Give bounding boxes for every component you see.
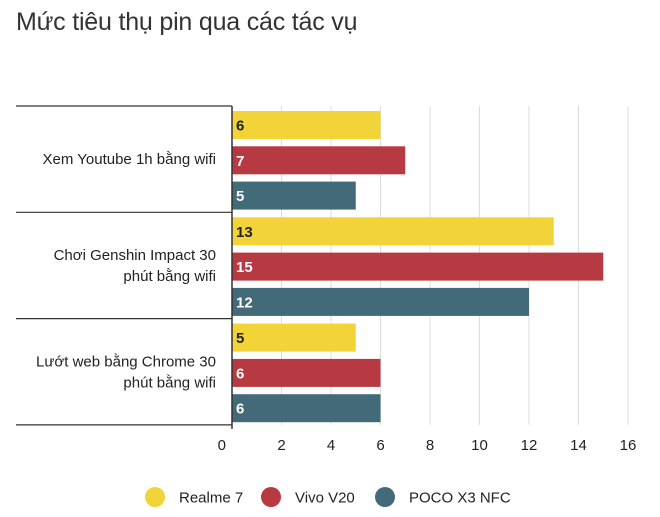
category-label: Chơi Genshin Impact 30 phút bằng wifi — [54, 247, 216, 285]
legend-swatch — [375, 487, 395, 507]
legend: Realme 7 Vivo V20 POCO X3 NFC — [145, 487, 511, 507]
bar — [232, 323, 356, 352]
category-labels: Xem Youtube 1h bằng wifi Chơi Genshin Imp… — [36, 151, 216, 391]
x-tick-labels: 0 2 4 6 8 10 12 14 16 — [218, 437, 637, 454]
data-label: 13 — [236, 224, 253, 241]
bar — [232, 217, 554, 246]
data-label: 5 — [236, 188, 244, 205]
data-label: 5 — [236, 330, 244, 347]
data-label: 6 — [236, 365, 244, 382]
legend-label: Realme 7 — [179, 490, 243, 507]
data-label: 6 — [236, 118, 244, 135]
category-label: Xem Youtube 1h bằng wifi — [43, 151, 216, 168]
data-label: 7 — [236, 153, 244, 170]
x-tick-label: 0 — [218, 437, 226, 454]
x-tick-label: 14 — [570, 437, 587, 454]
category-separators — [16, 105, 232, 426]
category-label-line: phút bằng wifi — [123, 268, 216, 285]
category-label: Lướt web bằng Chrome 30 phút bằng wifi — [36, 353, 216, 391]
category-label-line: phút bằng wifi — [123, 374, 216, 391]
bars: 6 7 5 13 15 12 5 6 6 — [232, 111, 604, 423]
x-tick-label: 10 — [471, 437, 488, 454]
bar — [232, 394, 381, 423]
bar — [232, 358, 381, 387]
x-tick-label: 12 — [521, 437, 538, 454]
data-label: 12 — [236, 294, 253, 311]
bar — [232, 146, 406, 175]
x-tick-label: 4 — [327, 437, 335, 454]
category-label-line: Chơi Genshin Impact 30 — [54, 247, 216, 264]
data-label: 15 — [236, 259, 253, 276]
bar — [232, 181, 356, 210]
category-label-line: Lướt web bằng Chrome 30 — [36, 353, 216, 370]
data-label: 6 — [236, 401, 244, 418]
x-tick-label: 16 — [620, 437, 637, 454]
x-tick-label: 2 — [277, 437, 285, 454]
x-tick-label: 8 — [426, 437, 434, 454]
chart-title: Mức tiêu thụ pin qua các tác vụ — [16, 8, 358, 36]
legend-label: POCO X3 NFC — [409, 490, 511, 507]
category-label-line: Xem Youtube 1h bằng wifi — [43, 151, 216, 168]
x-tick-label: 6 — [376, 437, 384, 454]
legend-label: Vivo V20 — [295, 490, 355, 507]
legend-swatch — [261, 487, 281, 507]
legend-swatch — [145, 487, 165, 507]
bar — [232, 111, 381, 139]
bar — [232, 252, 604, 281]
bar — [232, 287, 529, 316]
